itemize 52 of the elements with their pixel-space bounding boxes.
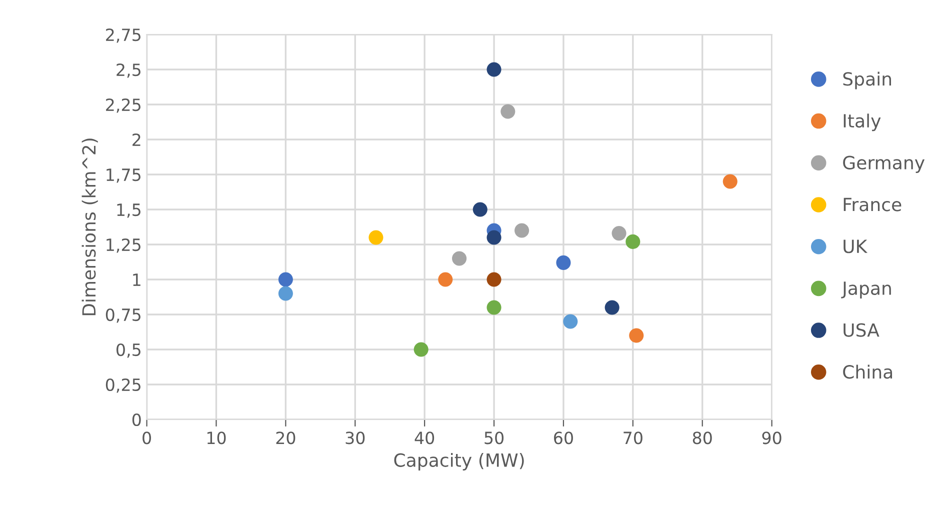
point [722, 174, 738, 189]
y-tick-label: 1,75 [106, 168, 140, 183]
y-tick-label: 2 [132, 133, 140, 146]
x-tick-label: 90 [762, 432, 782, 444]
x-tick-label: 80 [692, 432, 712, 444]
point [472, 202, 488, 217]
point [486, 272, 502, 287]
point [278, 272, 293, 287]
legend-label: Germany [843, 156, 925, 173]
y-tick-label: 0,75 [106, 308, 140, 323]
x-tick-label: 50 [484, 432, 504, 444]
point [629, 328, 644, 343]
x-tick-label: 60 [554, 432, 573, 444]
point [438, 272, 453, 287]
point [500, 104, 516, 119]
x-tick-label: 40 [414, 432, 434, 444]
x-axis-title: Capacity (MW) [394, 452, 524, 470]
point [278, 286, 293, 301]
point [368, 230, 384, 245]
point [486, 62, 502, 77]
y-tick-label: 0 [132, 413, 141, 426]
x-tick-label: 0 [142, 432, 151, 444]
legend-label: Italy [844, 114, 881, 132]
x-tick-label: 20 [276, 432, 296, 444]
y-axis-title: Dimensions (km^2) [82, 138, 98, 316]
y-tick-label: 0,25 [106, 378, 140, 393]
legend-label: Japan [841, 282, 891, 299]
point [563, 314, 578, 329]
legend-label: France [844, 198, 902, 212]
x-tick-label: 10 [207, 432, 226, 444]
legend-label: Spain [843, 72, 891, 90]
x-tick-label: 70 [624, 432, 642, 444]
y-tick-label: 2,5 [116, 63, 140, 78]
point [414, 342, 428, 357]
legend-label: China [843, 364, 892, 379]
y-tick-label: 1,25 [106, 238, 140, 253]
point [626, 234, 640, 249]
point [486, 230, 502, 245]
y-tick-label: 2,75 [106, 28, 140, 43]
y-tick-label: 2,25 [106, 98, 140, 113]
point [604, 300, 620, 315]
legend-label: USA [844, 323, 880, 337]
y-tick-label: 0,5 [116, 343, 140, 358]
point [486, 300, 502, 315]
point [514, 223, 530, 238]
legend-label: UK [844, 240, 868, 254]
point [452, 251, 467, 266]
point [556, 255, 571, 270]
y-tick-label: 1 [133, 274, 140, 286]
point [612, 226, 626, 241]
x-tick-label: 30 [346, 432, 365, 444]
y-tick-label: 1,5 [117, 204, 140, 218]
